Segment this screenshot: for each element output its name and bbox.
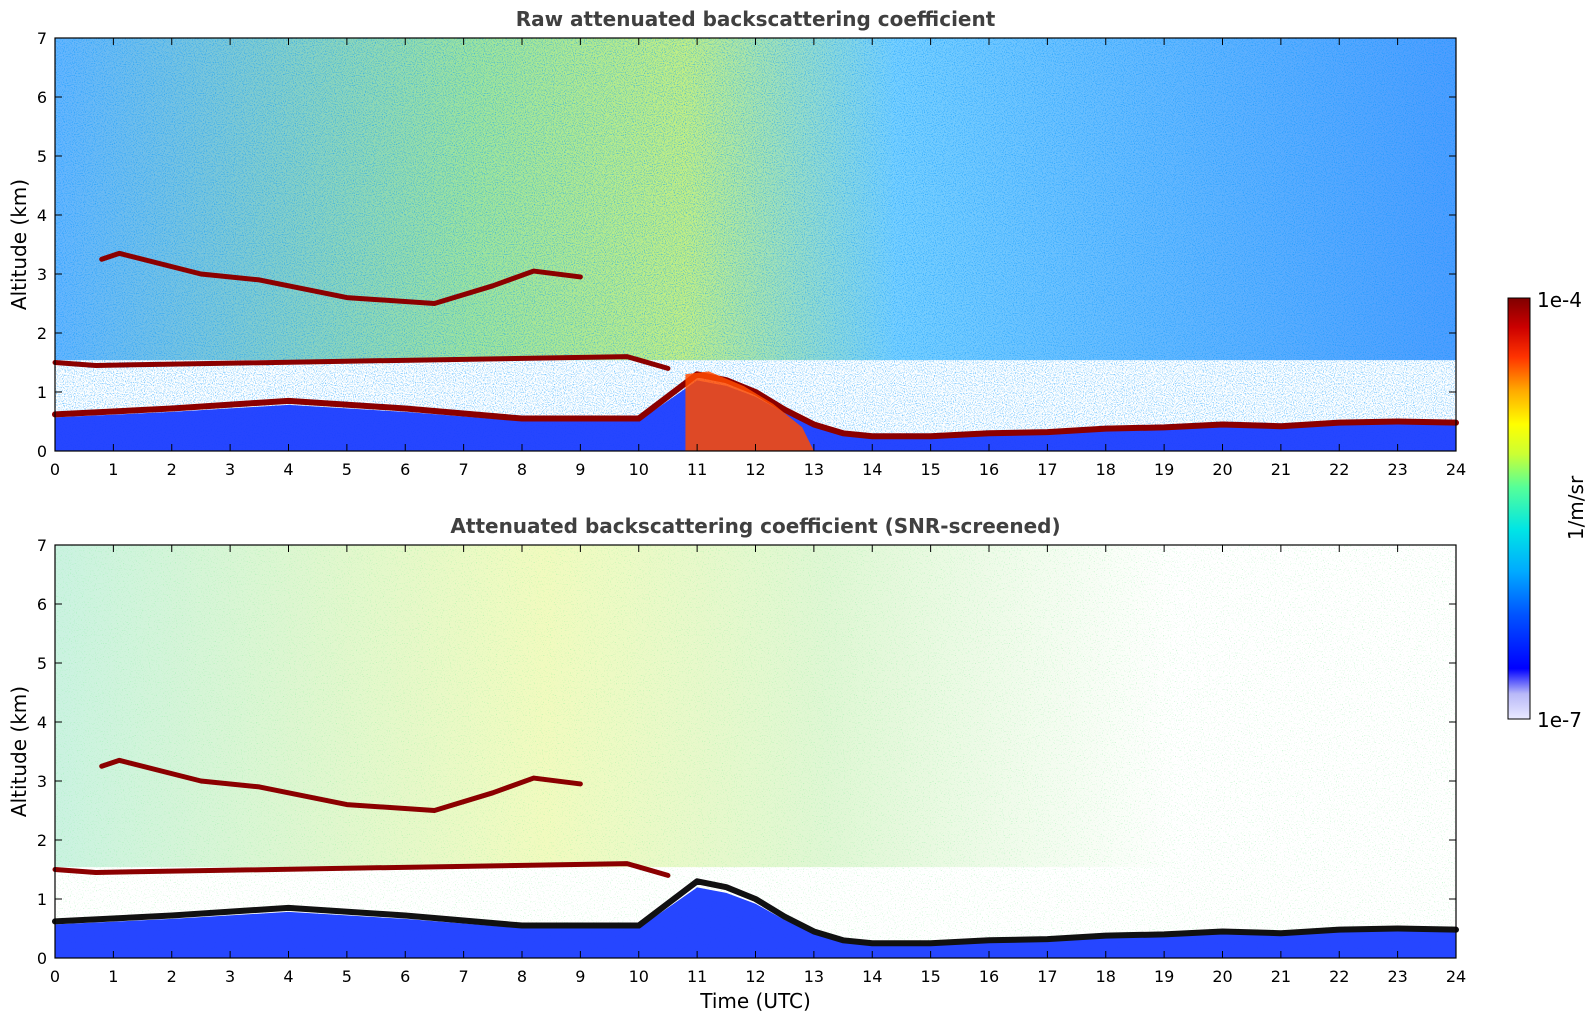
raw-backscatter-panel: 0 1 2 3 4 5 6 7 8 9 10 11 12 13 14 15 16 17 18 19 20 21 22 23 24…	[7, 7, 1466, 479]
x-tick-label: 16	[979, 460, 999, 479]
x-tick-label: 13	[804, 460, 824, 479]
colorbar: 1e-4 1e-7 1/m/sr	[1507, 288, 1588, 732]
x-tick-label: 6	[400, 967, 410, 986]
snr-screened-panel: 0 1 2 3 4 5 6 7 8 9 10 11 12 13 14 15 16 17 18 19 20 21 22 23 24…	[7, 514, 1466, 1013]
y-tick-label: 2	[37, 324, 47, 343]
cloud-layer-mark	[99, 250, 583, 306]
colorbar-max-label: 1e-4	[1537, 288, 1582, 312]
feature-marks	[52, 757, 1459, 947]
signal-noise	[55, 545, 1456, 958]
cloud-layer-mark	[52, 861, 671, 878]
chart-title: Raw attenuated backscattering coefficien…	[516, 7, 996, 31]
x-tick-label: 4	[283, 460, 293, 479]
x-axis-label: Time (UTC)	[699, 989, 811, 1013]
x-tick-label: 8	[517, 967, 527, 986]
x-tick-label: 20	[1212, 967, 1232, 986]
x-tick-label: 19	[1154, 460, 1174, 479]
x-tick-label: 10	[629, 460, 649, 479]
x-tick-label: 11	[687, 967, 707, 986]
x-tick-label: 5	[342, 967, 352, 986]
backscatter-field	[55, 38, 1456, 451]
x-axis-ticks: 0 1 2 3 4 5 6 7 8 9 10 11 12 13 14 15 16 17 18 19 20 21 22 23 24	[50, 545, 1466, 986]
x-tick-label: 7	[459, 967, 469, 986]
signal-noise	[55, 38, 1456, 451]
x-tick-label: 21	[1271, 967, 1291, 986]
chart-title: Attenuated backscattering coefficient (S…	[450, 514, 1060, 538]
x-tick-label: 23	[1387, 967, 1407, 986]
x-tick-label: 20	[1212, 460, 1232, 479]
x-tick-label: 4	[283, 967, 293, 986]
x-tick-label: 1	[108, 460, 118, 479]
y-tick-label: 5	[37, 147, 47, 166]
feature-marks	[52, 250, 1459, 451]
x-tick-label: 3	[225, 460, 235, 479]
y-axis-ticks: 0 1 2 3 4 5 6 7	[37, 536, 1456, 968]
x-tick-label: 9	[575, 967, 585, 986]
x-tick-label: 0	[50, 967, 60, 986]
x-tick-label: 11	[687, 460, 707, 479]
x-tick-label: 15	[920, 967, 940, 986]
x-tick-label: 13	[804, 967, 824, 986]
x-tick-label: 7	[459, 460, 469, 479]
x-tick-label: 24	[1446, 460, 1466, 479]
y-tick-label: 7	[37, 536, 47, 555]
x-tick-label: 19	[1154, 967, 1174, 986]
x-tick-label: 22	[1329, 460, 1349, 479]
x-tick-label: 18	[1096, 460, 1116, 479]
x-tick-label: 9	[575, 460, 585, 479]
x-tick-label: 23	[1387, 460, 1407, 479]
boundary-layer-top-mark	[52, 371, 1459, 440]
y-tick-label: 2	[37, 831, 47, 850]
y-tick-label: 1	[37, 383, 47, 402]
y-axis-label: Altitude (km)	[7, 686, 31, 817]
y-tick-label: 7	[37, 29, 47, 48]
x-tick-label: 5	[342, 460, 352, 479]
x-tick-label: 12	[745, 460, 765, 479]
x-tick-label: 14	[862, 460, 882, 479]
x-tick-label: 1	[108, 967, 118, 986]
x-tick-label: 21	[1271, 460, 1291, 479]
x-tick-label: 2	[167, 967, 177, 986]
colorbar-min-label: 1e-7	[1537, 708, 1582, 732]
y-tick-label: 4	[37, 713, 47, 732]
y-tick-label: 4	[37, 206, 47, 225]
y-tick-label: 3	[37, 265, 47, 284]
x-tick-label: 14	[862, 967, 882, 986]
backscatter-field	[55, 545, 1456, 958]
y-tick-label: 0	[37, 442, 47, 461]
x-tick-label: 22	[1329, 967, 1349, 986]
cloud-layer-mark	[52, 354, 671, 371]
x-tick-label: 6	[400, 460, 410, 479]
y-tick-label: 1	[37, 890, 47, 909]
colorbar-gradient	[1507, 297, 1531, 720]
y-tick-label: 3	[37, 772, 47, 791]
x-axis-ticks: 0 1 2 3 4 5 6 7 8 9 10 11 12 13 14 15 16 17 18 19 20 21 22 23 24	[50, 38, 1466, 479]
cloud-layer-mark	[99, 757, 583, 813]
x-tick-label: 16	[979, 967, 999, 986]
surface-aerosol-layer	[55, 887, 1456, 958]
dense-aerosol-mark	[685, 371, 814, 451]
x-tick-label: 10	[629, 967, 649, 986]
x-tick-label: 12	[745, 967, 765, 986]
y-tick-label: 0	[37, 949, 47, 968]
y-tick-label: 5	[37, 654, 47, 673]
x-tick-label: 2	[167, 460, 177, 479]
colorbar-unit-label: 1/m/sr	[1564, 475, 1588, 540]
boundary-layer-top-mark	[52, 878, 1459, 947]
x-tick-label: 17	[1037, 967, 1057, 986]
y-tick-label: 6	[37, 88, 47, 107]
x-tick-label: 17	[1037, 460, 1057, 479]
y-axis-ticks: 0 1 2 3 4 5 6 7	[37, 29, 1456, 461]
x-tick-label: 0	[50, 460, 60, 479]
x-tick-label: 8	[517, 460, 527, 479]
x-tick-label: 18	[1096, 967, 1116, 986]
x-tick-label: 15	[920, 460, 940, 479]
x-tick-label: 24	[1446, 967, 1466, 986]
y-tick-label: 6	[37, 595, 47, 614]
x-tick-label: 3	[225, 967, 235, 986]
y-axis-label: Altitude (km)	[7, 179, 31, 310]
